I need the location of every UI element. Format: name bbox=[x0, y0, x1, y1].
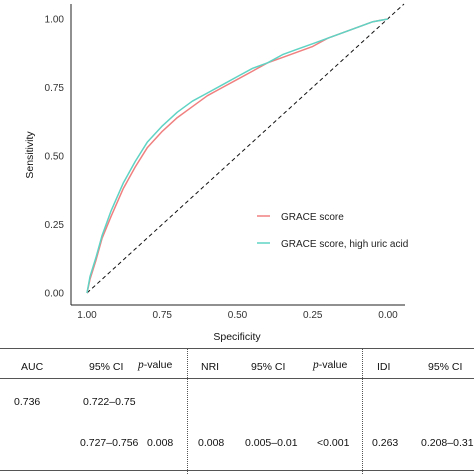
row1-ci: 0.722–0.75 bbox=[83, 396, 136, 408]
y-tick-label: 0.50 bbox=[45, 152, 65, 163]
roc-chart: 1.00 0.75 0.50 0.25 0.00 0.00 0.25 0.50 0.75 1.00… bbox=[24, 3, 408, 343]
table-header-rule bbox=[0, 378, 474, 379]
y-axis-title: Sensitivity bbox=[24, 131, 36, 179]
reference-diagonal-line bbox=[86, 3, 405, 294]
y-tick-label: 1.00 bbox=[45, 15, 65, 26]
table-separator-1 bbox=[187, 348, 188, 474]
header-idi: IDI bbox=[377, 361, 391, 373]
legend-label-grace: GRACE score bbox=[281, 212, 344, 223]
row2-nri-ci: 0.005–0.01 bbox=[245, 437, 298, 449]
x-tick-label: 0.75 bbox=[153, 310, 173, 321]
header-ci-idi: 95% CI bbox=[428, 361, 463, 373]
x-tick-label: 0.50 bbox=[228, 310, 248, 321]
row2-ci: 0.727–0.756 bbox=[80, 437, 139, 449]
table-bottom-rule bbox=[0, 470, 474, 471]
roc-curve-grace-uric bbox=[86, 18, 389, 294]
header-nri: NRI bbox=[201, 361, 220, 373]
y-tick-label: 0.25 bbox=[45, 220, 65, 231]
legend-label-grace-uric: GRACE score, high uric acid bbox=[281, 239, 408, 250]
header-p-value-auc: p-value bbox=[138, 359, 173, 371]
table-top-rule bbox=[0, 348, 474, 349]
row2-idi: 0.263 bbox=[372, 437, 399, 449]
header-p-value-nri: p-value bbox=[313, 359, 348, 371]
x-axis-title: Specificity bbox=[213, 331, 261, 343]
row2-idi-ci: 0.208–0.31 bbox=[421, 437, 474, 449]
x-tick-label: 0.25 bbox=[303, 310, 323, 321]
row1-auc: 0.736 bbox=[14, 396, 41, 408]
header-ci-auc: 95% CI bbox=[89, 361, 124, 373]
table-separator-2 bbox=[362, 348, 363, 474]
row2-p-value: 0.008 bbox=[147, 437, 174, 449]
row2-nri: 0.008 bbox=[198, 437, 225, 449]
header-auc: AUC bbox=[21, 361, 44, 373]
x-tick-label: 0.00 bbox=[378, 310, 398, 321]
row2-nri-p-value: <0.001 bbox=[317, 437, 350, 449]
header-ci-nri: 95% CI bbox=[251, 361, 286, 373]
legend: GRACE score GRACE score, high uric acid bbox=[257, 212, 408, 250]
y-tick-label: 0.75 bbox=[45, 83, 65, 94]
x-tick-label: 1.00 bbox=[77, 310, 97, 321]
y-tick-label: 0.00 bbox=[45, 289, 65, 300]
